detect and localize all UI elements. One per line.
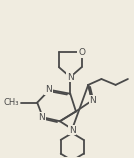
Text: N: N: [90, 96, 96, 105]
Text: N: N: [39, 113, 45, 122]
Text: CH₃: CH₃: [4, 98, 19, 107]
Text: O: O: [78, 48, 85, 57]
Text: N: N: [69, 126, 76, 135]
Text: N: N: [67, 73, 74, 82]
Text: N: N: [45, 85, 52, 94]
